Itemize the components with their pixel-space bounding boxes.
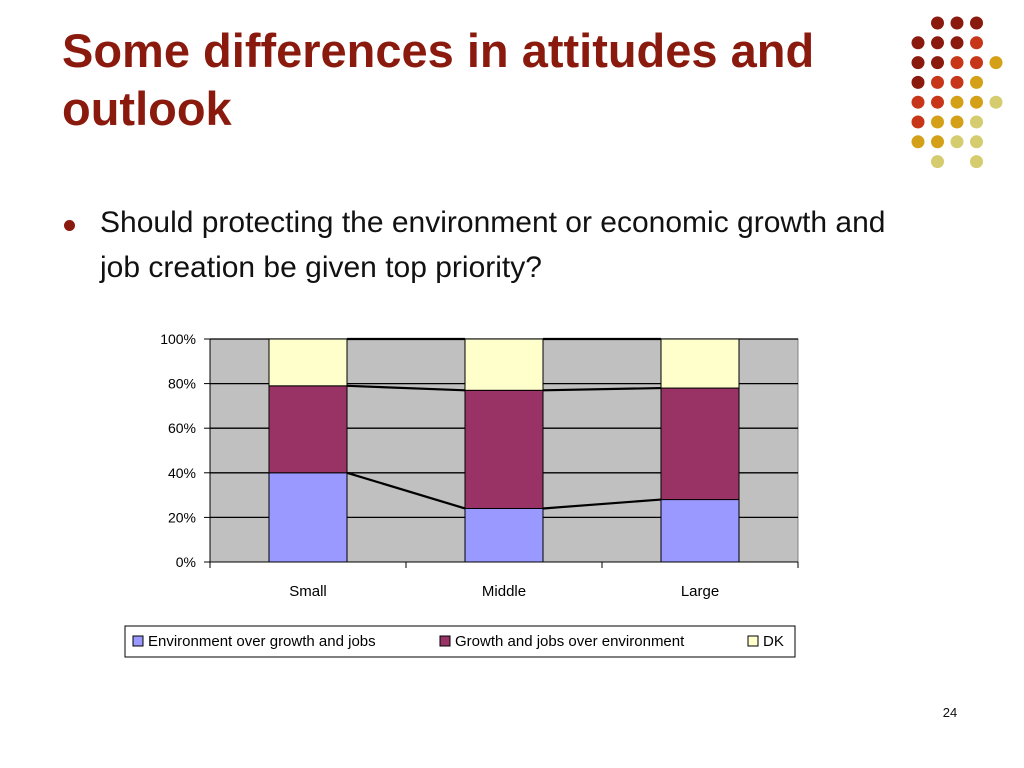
decorative-dot: [970, 95, 983, 109]
decorative-dot: [970, 16, 983, 30]
decorative-dot: [911, 36, 925, 50]
bar-segment: [268, 338, 348, 387]
decorative-dot: [950, 16, 964, 30]
series-line: [542, 386, 662, 392]
bullet-text: Should protecting the environment or eco…: [100, 206, 886, 284]
legend-swatch: [439, 635, 451, 647]
decorative-dot: [931, 75, 944, 89]
decorative-dot: [950, 56, 964, 70]
decorative-dot: [970, 115, 983, 129]
bar-segment: [268, 472, 348, 563]
bar-segment: [464, 338, 544, 391]
bar-segment: [660, 338, 740, 389]
legend-swatch: [132, 635, 144, 647]
decorative-dot: [931, 16, 944, 30]
decorative-dot: [931, 115, 944, 129]
decorative-dot: [931, 36, 944, 50]
page-number: 24: [942, 705, 958, 720]
y-tick-label: 0%: [176, 554, 196, 570]
decorative-dot: [970, 56, 983, 70]
x-category-label: Large: [681, 583, 719, 600]
y-tick-label: 80%: [168, 376, 196, 392]
decorative-dot: [989, 95, 1003, 109]
legend-swatch: [747, 635, 759, 647]
y-tick-label: 100%: [160, 331, 196, 347]
bar-segment: [660, 387, 740, 501]
slide-title: Some differences in attitudes and outloo…: [62, 24, 815, 135]
x-category-label: Middle: [482, 583, 526, 600]
decorative-dot: [931, 155, 944, 169]
decorative-dot: [970, 36, 983, 50]
legend-label: DK: [763, 633, 784, 650]
legend-box: [124, 625, 796, 658]
decorative-dot: [970, 155, 983, 169]
decorative-dot: [911, 75, 925, 89]
legend-label: Environment over growth and jobs: [148, 633, 376, 650]
decorative-dot: [970, 135, 983, 149]
legend-label: Growth and jobs over environment: [455, 633, 685, 650]
bullet-marker: [64, 220, 75, 231]
x-category-label: Small: [289, 583, 327, 600]
y-tick-label: 60%: [168, 420, 196, 436]
bar-segment: [464, 389, 544, 509]
decorative-dot: [970, 75, 983, 89]
decorative-dot: [989, 56, 1003, 70]
decorative-dot: [950, 135, 964, 149]
series-line: [542, 498, 662, 510]
series-line: [346, 384, 466, 392]
series-line: [346, 471, 466, 510]
bar-segment: [660, 499, 740, 563]
decorative-dot: [911, 135, 925, 149]
y-tick-label: 20%: [168, 509, 196, 525]
y-tick-label: 40%: [168, 465, 196, 481]
decorative-dot: [911, 56, 925, 70]
decorative-dot: [931, 56, 944, 70]
decorative-dot-grid: [911, 16, 1003, 169]
decorative-dot: [950, 75, 964, 89]
decorative-dot: [950, 36, 964, 50]
decorative-dot: [931, 135, 944, 149]
bar-segment: [268, 385, 348, 474]
decorative-dot: [931, 95, 944, 109]
decorative-dot: [911, 115, 925, 129]
bar-segment: [464, 507, 544, 563]
decorative-dot: [950, 115, 964, 129]
decorative-dot: [950, 95, 964, 109]
decorative-dot: [911, 95, 925, 109]
legend: Environment over growth and jobs Growth a…: [124, 625, 796, 658]
